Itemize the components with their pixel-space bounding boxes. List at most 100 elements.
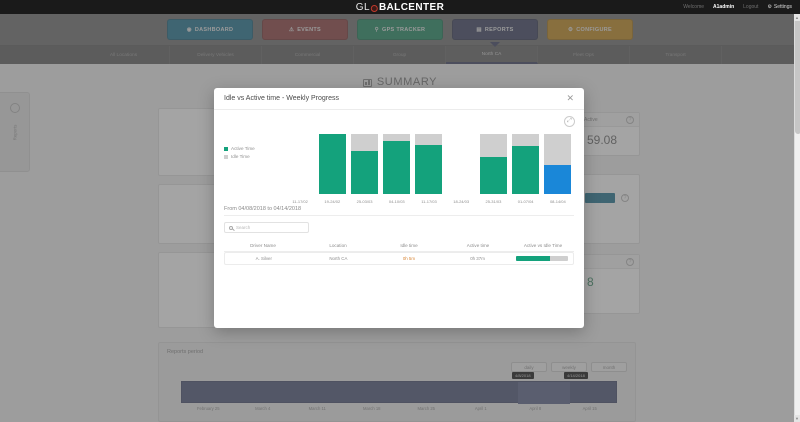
- subtab-commercial[interactable]: Commercial: [262, 46, 354, 64]
- scroll-down-arrow[interactable]: ▼: [794, 415, 800, 422]
- settings-label: Settings: [773, 4, 792, 10]
- axis-tick: March 18: [363, 406, 381, 411]
- chart-bar-column[interactable]: 11-17/03: [413, 128, 445, 204]
- chart-bar-stack: [318, 134, 346, 194]
- weekly-progress-chart: Active Time Idle Time 11-17/02 19-24/02 25…: [214, 126, 584, 204]
- legend-swatch-active: [224, 146, 228, 151]
- wrench-icon: ⚙: [568, 26, 574, 33]
- chart-segment-idle: [479, 134, 507, 157]
- chart-bar-column[interactable]: 19-24/02: [316, 128, 348, 204]
- help-icon-2[interactable]: ?: [626, 257, 634, 266]
- chart-segment-active: [479, 156, 507, 194]
- period-button-weekly[interactable]: weekly: [551, 362, 587, 372]
- subtab-delivery-vehicles[interactable]: Delivery Vehicles: [170, 46, 262, 64]
- modal-title: Idle vs Active time - Weekly Progress: [224, 95, 340, 102]
- top-bar-right: Welcome A1admin Logout ⚙ Settings: [683, 4, 792, 10]
- chart-bar-column[interactable]: 01-07/04: [510, 128, 542, 204]
- chart-bar-stack: [351, 134, 379, 194]
- period-selected-range[interactable]: [518, 382, 570, 404]
- chart-bar-column[interactable]: 11-17/02: [284, 128, 316, 204]
- chart-bar-column[interactable]: 08-14/04: [542, 128, 574, 204]
- chart-segment-active: [512, 146, 540, 194]
- cell-ratio: [511, 256, 573, 261]
- chart-x-label: 08-14/04: [549, 199, 566, 204]
- kpi-card-count: ? 8: [578, 254, 640, 314]
- chart-legend: Active Time Idle Time: [224, 146, 255, 162]
- gauge-icon: ◉: [186, 26, 192, 33]
- scroll-up-arrow[interactable]: ▲: [794, 14, 800, 21]
- nav-button-events[interactable]: ⚠ EVENTS: [262, 19, 348, 40]
- drivers-table: Driver Name Location Idle time Active ti…: [224, 240, 574, 265]
- help-icon[interactable]: ?: [626, 115, 634, 124]
- legend-label-active: Active Time: [231, 146, 255, 151]
- close-icon[interactable]: ✕: [566, 93, 574, 103]
- chart-bar-column[interactable]: 25-03/03: [348, 128, 380, 204]
- brand-left: GL: [355, 1, 370, 13]
- chart-bar-stack: [512, 134, 540, 194]
- kpi-card-title: Active: [584, 116, 598, 123]
- chart-bar-column[interactable]: 04-10/03: [381, 128, 413, 204]
- chart-segment-idle: [415, 134, 443, 145]
- chip-help-icon[interactable]: ?: [621, 194, 629, 202]
- nav-label-events: EVENTS: [297, 26, 322, 33]
- chart-bar-stack: [415, 134, 443, 194]
- chart-bar-column[interactable]: 25-31/03: [477, 128, 509, 204]
- idle-vs-active-modal: Idle vs Active time - Weekly Progress ✕ …: [214, 88, 584, 328]
- nav-button-dashboard[interactable]: ◉ DASHBOARD: [167, 19, 253, 40]
- search-placeholder: Search: [236, 225, 251, 230]
- nav-button-reports[interactable]: ▤ REPORTS: [452, 19, 538, 40]
- bar-chart-icon: [362, 79, 372, 87]
- chart-x-label: 19-24/02: [324, 199, 341, 204]
- nav-label-gps: GPS TRACKER: [382, 26, 426, 33]
- search-input[interactable]: Search: [224, 222, 309, 233]
- subtab-transport[interactable]: Transport: [630, 46, 722, 64]
- subtab-all-locations[interactable]: All Locations: [78, 46, 170, 64]
- globe-icon: [370, 4, 378, 12]
- vertical-scrollbar[interactable]: [794, 14, 800, 422]
- warning-icon: ⚠: [288, 26, 295, 33]
- gear-icon: ⚙: [767, 4, 772, 10]
- kpi-card-value: 59.08: [587, 133, 618, 147]
- subtab-group[interactable]: Group: [354, 46, 446, 64]
- welcome-label: Welcome: [683, 4, 705, 10]
- period-button-month[interactable]: month: [591, 362, 627, 372]
- legend-swatch-idle: [224, 154, 228, 159]
- period-button-daily[interactable]: daily: [511, 362, 547, 372]
- chart-segment-idle: [351, 134, 379, 151]
- chart-bar-stack: [544, 134, 572, 194]
- rail-label: Reports: [11, 124, 17, 140]
- scrollbar-thumb[interactable]: [795, 14, 800, 134]
- logout-link[interactable]: Logout: [743, 4, 759, 10]
- reports-period-buttons: daily weekly month: [511, 362, 627, 372]
- cell-active-time: 0h 37m: [470, 256, 485, 261]
- range-end-flag: 4/14/2018: [564, 372, 588, 379]
- table-row[interactable]: A. Silver North CA 0h 5m 0h 37m: [224, 252, 574, 265]
- reports-side-rail[interactable]: Reports: [0, 92, 30, 172]
- col-location: Location: [329, 243, 347, 248]
- subtab-fleet-ops[interactable]: Fleet Ops: [538, 46, 630, 64]
- brand-right: BALCENTER: [378, 1, 445, 13]
- chart-segment-active: [318, 134, 346, 194]
- chart-x-label: 01-07/04: [517, 199, 534, 204]
- settings-link[interactable]: ⚙ Settings: [767, 4, 792, 10]
- nav-button-gps-tracker[interactable]: ⚲ GPS TRACKER: [357, 19, 443, 40]
- legend-item-active[interactable]: Active Time: [224, 146, 255, 151]
- legend-item-idle[interactable]: Idle Time: [224, 154, 255, 159]
- chart-bar-column[interactable]: 18-24/03: [445, 128, 477, 204]
- kpi-count-value: 8: [587, 275, 594, 289]
- period-timeline-track[interactable]: 4/8/2018 4/14/2018: [181, 372, 617, 404]
- kpi-card-active: Active ? 59.08: [578, 112, 640, 156]
- axis-tick: April 15: [582, 406, 597, 411]
- main-navigation: ◉ DASHBOARD ⚠ EVENTS ⚲ GPS TRACKER ▤ REP…: [0, 14, 800, 46]
- col-idle-time: Idle time: [400, 243, 418, 248]
- axis-tick: March 4: [255, 406, 271, 411]
- col-active-vs-idle: Active vs Idle Time: [523, 243, 563, 248]
- nav-button-configure[interactable]: ⚙ CONFIGURE: [547, 19, 633, 40]
- reports-period-panel: Reports period daily weekly month 4/8/20…: [158, 342, 636, 422]
- subtab-north-ca[interactable]: North CA: [446, 46, 538, 64]
- chart-bar-stack: [383, 134, 411, 194]
- chart-x-label: 25-03/03: [356, 199, 373, 204]
- kpi-count-header: ?: [579, 255, 639, 269]
- chart-segment-idle: [544, 134, 572, 166]
